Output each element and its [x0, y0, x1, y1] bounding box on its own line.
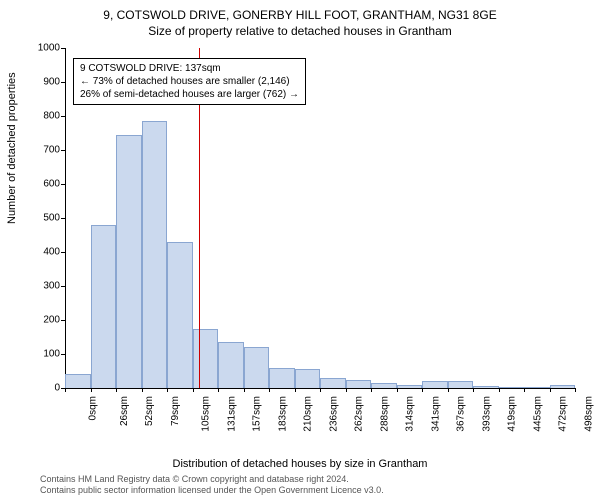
y-tick-mark [61, 320, 65, 321]
x-tick-label: 157sqm [252, 396, 263, 432]
y-tick-mark [61, 184, 65, 185]
y-tick-label: 0 [30, 383, 60, 394]
x-tick-mark [575, 388, 576, 392]
y-tick-label: 800 [30, 111, 60, 122]
x-tick-mark [448, 388, 449, 392]
histogram-bar [269, 368, 295, 388]
histogram-bar [473, 386, 499, 388]
y-tick-label: 900 [30, 77, 60, 88]
histogram-bar [116, 135, 142, 388]
footer-line-2: Contains public sector information licen… [40, 485, 384, 496]
x-tick-mark [91, 388, 92, 392]
y-tick-mark [61, 286, 65, 287]
histogram-bar [65, 374, 91, 388]
y-tick-label: 700 [30, 145, 60, 156]
histogram-bar [524, 387, 550, 388]
histogram-bar [193, 329, 219, 389]
histogram-bar [397, 385, 423, 388]
y-tick-mark [61, 252, 65, 253]
histogram-bar [499, 387, 525, 388]
info-box: 9 COTSWOLD DRIVE: 137sqm ← 73% of detach… [73, 58, 306, 105]
histogram-bar [91, 225, 117, 388]
x-tick-label: 393sqm [481, 396, 492, 432]
y-tick-mark [61, 48, 65, 49]
x-tick-label: 445sqm [532, 396, 543, 432]
x-tick-mark [269, 388, 270, 392]
y-tick-mark [61, 116, 65, 117]
x-tick-mark [193, 388, 194, 392]
x-tick-label: 131sqm [226, 396, 237, 432]
x-tick-label: 26sqm [119, 396, 130, 426]
x-tick-label: 341sqm [430, 396, 441, 432]
x-axis-label: Distribution of detached houses by size … [0, 458, 600, 470]
x-tick-label: 52sqm [144, 396, 155, 426]
x-tick-mark [550, 388, 551, 392]
x-tick-mark [320, 388, 321, 392]
x-tick-label: 105sqm [201, 396, 212, 432]
y-tick-mark [61, 82, 65, 83]
y-tick-mark [61, 354, 65, 355]
histogram-bar [320, 378, 346, 388]
x-tick-label: 367sqm [456, 396, 467, 432]
x-tick-mark [142, 388, 143, 392]
y-tick-label: 600 [30, 179, 60, 190]
x-tick-mark [218, 388, 219, 392]
info-line-3: 26% of semi-detached houses are larger (… [80, 88, 299, 101]
x-tick-label: 210sqm [303, 396, 314, 432]
y-tick-label: 1000 [30, 43, 60, 54]
x-tick-label: 79sqm [170, 396, 181, 426]
x-tick-mark [422, 388, 423, 392]
x-tick-label: 472sqm [558, 396, 569, 432]
histogram-bar [142, 121, 168, 388]
histogram-bar [295, 369, 321, 388]
x-tick-mark [116, 388, 117, 392]
info-line-2: ← 73% of detached houses are smaller (2,… [80, 75, 299, 88]
x-tick-label: 314sqm [405, 396, 416, 432]
x-tick-mark [371, 388, 372, 392]
x-tick-mark [244, 388, 245, 392]
x-tick-mark [397, 388, 398, 392]
histogram-bar [550, 385, 576, 388]
histogram-bar [218, 342, 244, 388]
y-tick-label: 400 [30, 247, 60, 258]
y-axis-label: Number of detached properties [6, 72, 18, 224]
x-tick-label: 183sqm [277, 396, 288, 432]
histogram-bar [167, 242, 193, 388]
x-tick-label: 262sqm [354, 396, 365, 432]
y-tick-label: 500 [30, 213, 60, 224]
y-tick-label: 200 [30, 315, 60, 326]
y-tick-label: 300 [30, 281, 60, 292]
histogram-bar [422, 381, 448, 388]
x-tick-label: 419sqm [507, 396, 518, 432]
x-tick-label: 498sqm [583, 396, 594, 432]
x-tick-mark [65, 388, 66, 392]
x-tick-mark [167, 388, 168, 392]
y-tick-mark [61, 218, 65, 219]
footer-line-1: Contains HM Land Registry data © Crown c… [40, 474, 384, 485]
x-tick-mark [295, 388, 296, 392]
x-tick-label: 0sqm [87, 396, 98, 420]
histogram-bar [346, 380, 372, 389]
histogram-bar [244, 347, 270, 388]
page-title: 9, COTSWOLD DRIVE, GONERBY HILL FOOT, GR… [0, 0, 600, 22]
x-tick-mark [346, 388, 347, 392]
x-tick-mark [473, 388, 474, 392]
page-subtitle: Size of property relative to detached ho… [0, 22, 600, 38]
footer-attribution: Contains HM Land Registry data © Crown c… [40, 474, 384, 496]
x-tick-label: 288sqm [379, 396, 390, 432]
x-tick-mark [499, 388, 500, 392]
histogram-bar [448, 381, 474, 388]
y-tick-mark [61, 150, 65, 151]
x-tick-mark [524, 388, 525, 392]
histogram-bar [371, 383, 397, 388]
x-tick-label: 236sqm [328, 396, 339, 432]
y-tick-label: 100 [30, 349, 60, 360]
info-line-1: 9 COTSWOLD DRIVE: 137sqm [80, 62, 299, 75]
